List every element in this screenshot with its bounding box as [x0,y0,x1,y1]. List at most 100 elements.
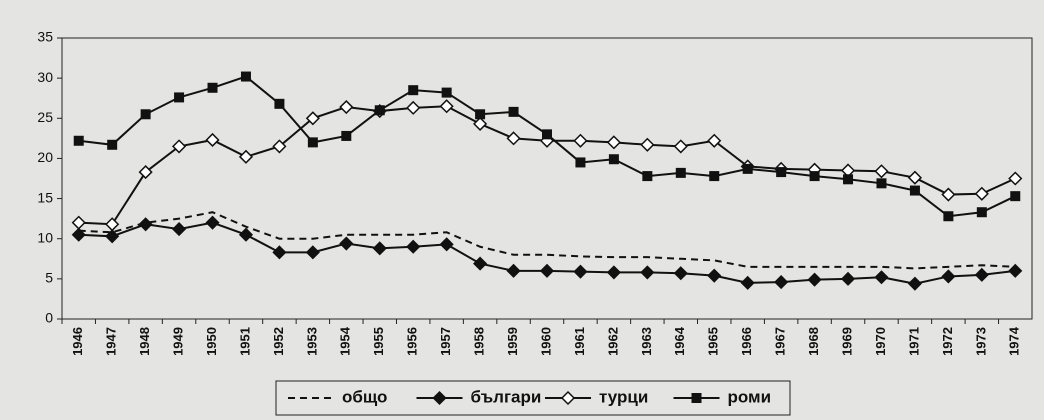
data-point [943,211,954,222]
data-point [1010,191,1021,202]
data-point [274,98,285,109]
data-point [675,167,686,178]
y-tick-label: 15 [37,189,53,205]
data-point [539,263,555,278]
data-point [138,165,153,180]
data-point [140,109,151,120]
data-point [1008,263,1023,278]
data-point [172,139,187,154]
data-point [774,275,789,290]
data-point [441,87,452,98]
data-point [374,105,385,116]
x-tick-label: 1946 [70,327,85,356]
data-point [843,174,854,185]
y-tick-label: 30 [37,69,53,85]
x-tick-label: 1962 [605,327,620,356]
data-point [240,71,251,82]
data-point [673,139,688,154]
x-tick-label: 1965 [706,327,721,356]
x-tick-label: 1964 [672,326,687,356]
data-point [205,215,220,230]
data-point [1008,171,1023,186]
data-point [205,132,220,148]
x-tick-label: 1951 [237,327,252,356]
x-tick-label: 1953 [304,327,319,356]
x-tick-label: 1959 [505,327,520,356]
x-tick-label: 1954 [338,326,353,356]
y-tick-label: 5 [45,270,53,286]
data-point [709,171,720,182]
data-point [874,164,889,179]
data-point [640,137,655,152]
data-point [439,99,454,114]
y-tick-label: 20 [37,149,53,165]
data-point [608,154,619,165]
data-point [238,149,254,164]
x-tick-label: 1955 [371,327,386,356]
data-point [272,245,287,260]
data-point [439,237,454,252]
data-point [372,241,387,256]
y-tick-label: 0 [45,310,53,326]
data-point [642,171,653,182]
data-point [506,131,521,146]
data-point [138,217,153,232]
x-tick-label: 1968 [806,327,821,356]
data-point [207,82,218,93]
legend-marker [691,393,702,403]
data-point [542,129,552,140]
y-tick-label: 35 [37,29,53,45]
data-point [506,263,521,278]
data-point [71,215,86,230]
series-line [78,211,1016,270]
data-point [475,109,486,120]
data-point [909,185,920,196]
legend-label: турци [599,387,648,406]
data-point [640,265,655,280]
legend-marker [560,390,576,406]
data-point [473,256,488,271]
data-point [876,178,887,189]
data-point [606,135,621,150]
data-point [305,245,320,260]
data-point [408,85,419,96]
y-tick-label: 25 [37,109,53,125]
legend-label: роми [728,387,772,406]
x-tick-label: 1958 [472,327,487,356]
x-tick-label: 1948 [137,327,152,356]
x-tick-label: 1960 [538,327,553,356]
x-tick-label: 1967 [773,327,788,356]
data-point [606,265,621,280]
x-tick-label: 1952 [271,327,286,356]
data-point [107,139,118,150]
data-point [473,116,488,131]
data-point [807,272,822,287]
data-point [707,133,722,148]
data-point [809,171,820,182]
data-point [974,267,989,282]
x-tick-label: 1974 [1007,326,1022,356]
data-point [339,236,354,251]
x-tick-label: 1956 [405,327,420,356]
data-point [575,157,586,168]
data-point [742,163,753,174]
data-point [941,187,956,202]
data-point [406,239,421,254]
data-point [238,227,254,242]
data-point [941,269,956,284]
data-point [673,266,688,281]
x-tick-label: 1961 [572,327,587,356]
data-point [406,100,421,115]
data-point [776,167,787,178]
data-point [341,130,352,141]
data-point [339,99,354,115]
data-point [73,135,84,146]
legend-label: общо [342,387,387,406]
x-tick-label: 1949 [171,327,186,356]
data-point [740,275,755,290]
y-tick-label: 10 [37,229,53,245]
data-point [974,186,989,201]
data-point [174,92,185,103]
